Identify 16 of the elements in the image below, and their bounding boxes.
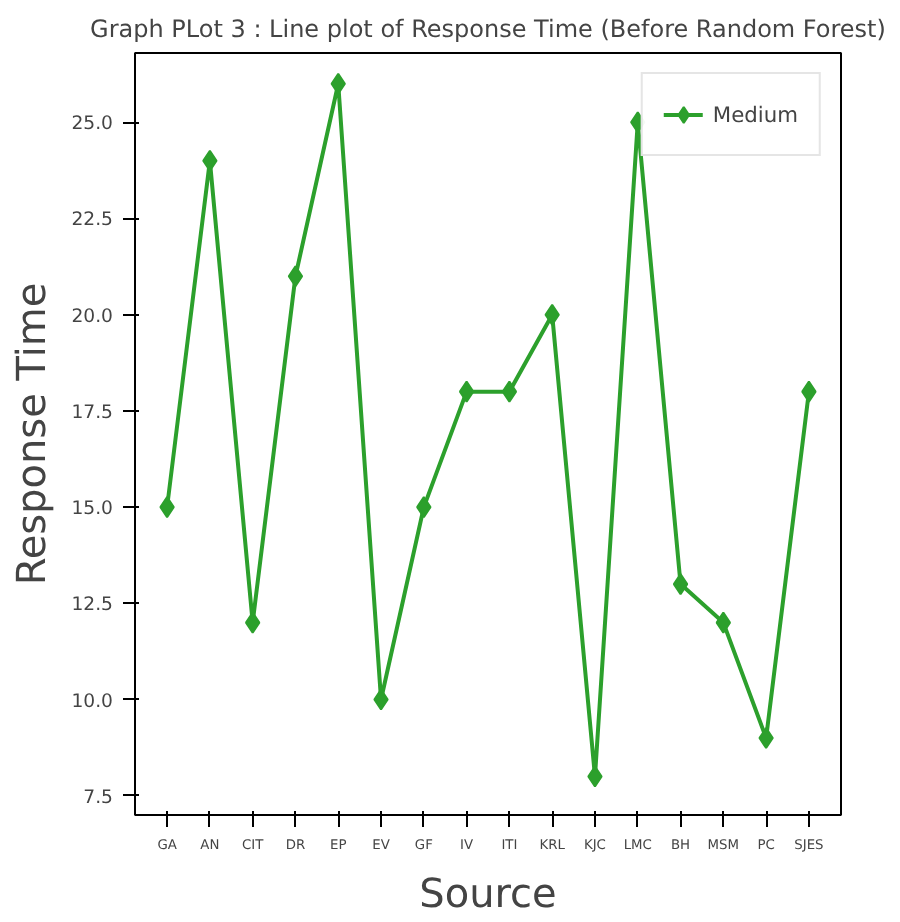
chart-title: Graph PLot 3 : Line plot of Response Time (Before Random Forest) [90,15,886,43]
y-tick-label: 17.5 [71,401,114,424]
y-tick-label: 22.5 [71,209,114,232]
y-tick-label: 10.0 [71,690,114,713]
legend-label: Medium [712,101,798,127]
y-tick-label: 7.5 [83,786,114,809]
y-tick-label: 12.5 [71,594,114,617]
x-axis-title: Source [419,869,557,917]
y-tick-label: 15.0 [71,498,114,521]
y-tick-label: 20.0 [71,305,114,328]
y-axis-title: Response Time [7,282,56,586]
y-tick-label: 25.0 [71,113,114,136]
point [458,380,475,403]
point [287,265,304,288]
point [672,573,689,596]
point [501,380,518,403]
